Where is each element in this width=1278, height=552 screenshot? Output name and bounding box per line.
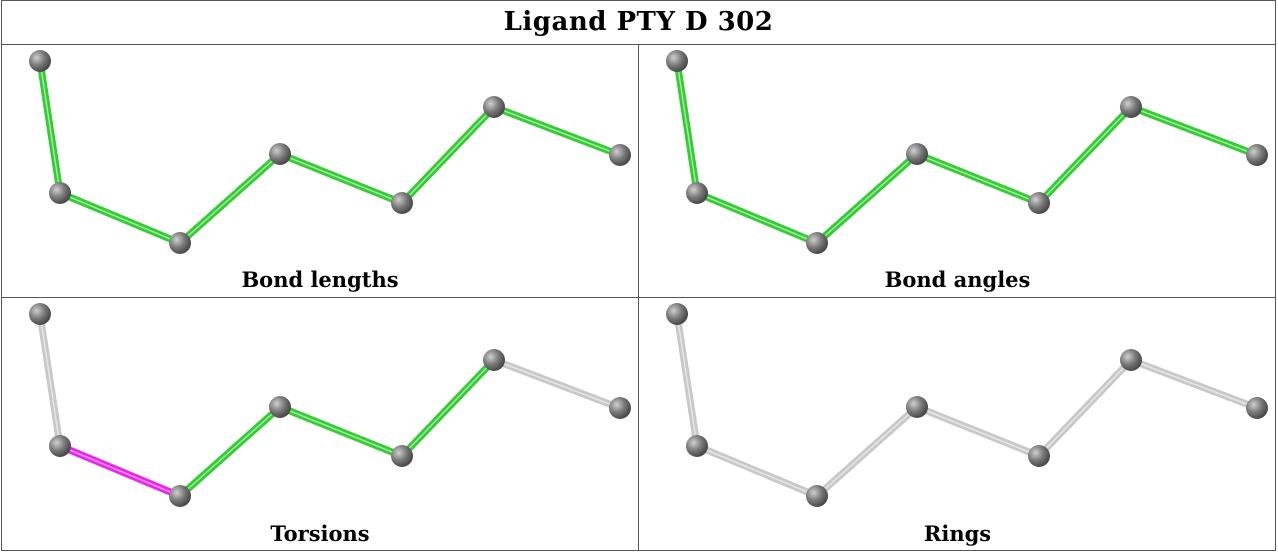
bond-highlight [401, 106, 495, 204]
bond-highlight [916, 153, 1040, 204]
atom [1120, 349, 1142, 371]
atom [269, 396, 291, 418]
atom [1028, 192, 1050, 214]
atom [483, 349, 505, 371]
bond-highlight [676, 313, 698, 447]
bond-highlight [1038, 106, 1132, 204]
bond-highlight [696, 445, 818, 497]
atom [806, 232, 828, 254]
bond-highlight [493, 359, 621, 409]
bond-highlight [816, 153, 918, 244]
atom [609, 397, 631, 419]
bond-highlight [39, 60, 61, 194]
panel-bond-lengths: Bond lengths [2, 45, 639, 298]
atom [1120, 96, 1142, 118]
panel-torsions: Torsions [2, 298, 639, 551]
bond-highlight [1130, 106, 1258, 156]
bond-highlight [179, 153, 281, 244]
atom [666, 50, 688, 72]
molecule-diagram [666, 303, 1268, 507]
atom [686, 182, 708, 204]
bond-highlight [59, 445, 181, 497]
panel-caption: Torsions [270, 521, 370, 546]
atom [391, 445, 413, 467]
bond-highlight [493, 106, 621, 156]
bond-highlight [1130, 359, 1258, 409]
bond-highlight [1038, 359, 1132, 457]
bond-highlight [39, 313, 61, 447]
bond-highlight [279, 153, 403, 204]
atom [169, 232, 191, 254]
bond-highlight [696, 192, 818, 244]
atom [29, 303, 51, 325]
molecule-diagram [666, 50, 1268, 254]
bond-highlight [401, 359, 495, 457]
atom [1246, 397, 1268, 419]
atom [29, 50, 51, 72]
atom [906, 143, 928, 165]
atom [391, 192, 413, 214]
atom [806, 485, 828, 507]
atom [1246, 144, 1268, 166]
bond-highlight [179, 406, 281, 497]
atom [483, 96, 505, 118]
atom [666, 303, 688, 325]
panel-rings: Rings [639, 298, 1276, 551]
bond-highlight [816, 406, 918, 497]
molecule-diagram [29, 303, 631, 507]
bond-highlight [59, 192, 181, 244]
atom [49, 435, 71, 457]
atom [1028, 445, 1050, 467]
bond-highlight [279, 406, 403, 457]
molecule-diagram [29, 50, 631, 254]
panel-caption: Bond angles [884, 267, 1031, 292]
panel-caption: Rings [923, 521, 992, 546]
atom [169, 485, 191, 507]
atom [686, 435, 708, 457]
atom [49, 182, 71, 204]
ligand-title: Ligand PTY D 302 [2, 1, 1275, 45]
bond-highlight [916, 406, 1040, 457]
panel-bond-angles: Bond angles [639, 45, 1276, 298]
panel-caption: Bond lengths [241, 267, 399, 292]
atom [269, 143, 291, 165]
atom [906, 396, 928, 418]
bond-highlight [676, 60, 698, 194]
atom [609, 144, 631, 166]
